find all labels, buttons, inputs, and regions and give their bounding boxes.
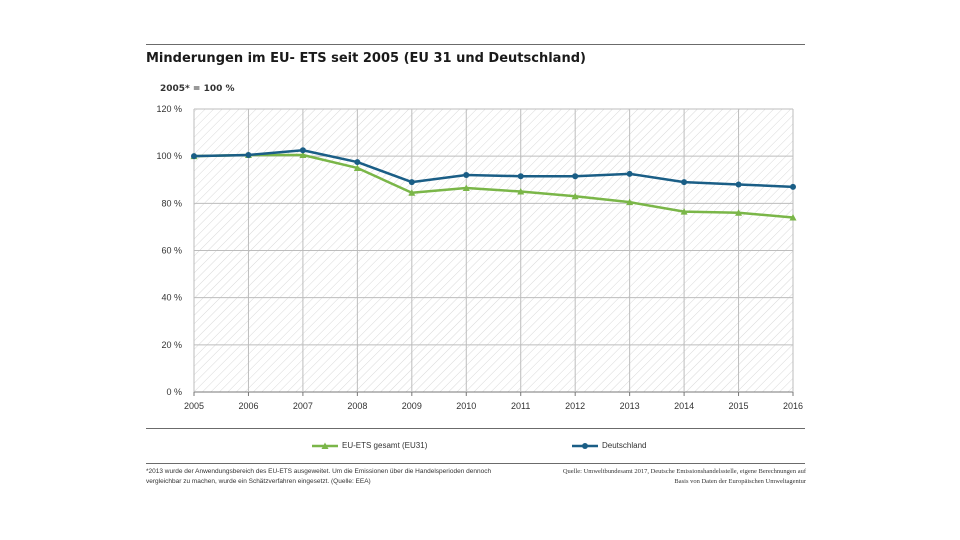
y-tick-label: 0 % xyxy=(166,387,182,397)
x-tick-label: 2008 xyxy=(347,401,367,411)
data-point-deutschland xyxy=(626,170,633,177)
legend-swatch-eu-ets xyxy=(312,442,338,449)
data-point-deutschland xyxy=(245,151,252,158)
y-tick-label: 100 % xyxy=(156,151,182,161)
data-point-deutschland xyxy=(408,179,415,186)
data-point-deutschland xyxy=(735,181,742,188)
footnote: *2013 wurde der Anwendungsbereich des EU… xyxy=(146,468,492,485)
x-tick-label: 2013 xyxy=(620,401,640,411)
unit-note: 2005* = 100 % xyxy=(160,84,235,94)
y-tick-label: 40 % xyxy=(161,293,182,303)
data-point-eu-ets xyxy=(299,151,307,158)
x-tick-label: 2011 xyxy=(511,401,530,411)
data-point-deutschland xyxy=(191,153,197,160)
x-tick-label: 2007 xyxy=(293,401,313,411)
x-tick-label: 2009 xyxy=(402,401,422,411)
y-tick-label: 20 % xyxy=(161,340,182,350)
top-rule xyxy=(146,44,805,45)
data-point-eu-ets xyxy=(571,192,579,200)
legend-item-eu-ets: EU-ETS gesamt (EU31) xyxy=(312,441,427,450)
data-point-deutschland xyxy=(681,179,688,186)
x-tick-label: 2015 xyxy=(729,401,749,411)
bottom-rule-upper xyxy=(146,428,805,429)
y-tick-label: 60 % xyxy=(161,246,182,256)
y-tick-label: 120 % xyxy=(156,104,182,114)
x-tick-label: 2014 xyxy=(674,401,694,411)
data-point-deutschland xyxy=(572,173,579,180)
x-tick-label: 2012 xyxy=(565,401,585,411)
data-point-eu-ets xyxy=(353,164,361,171)
data-point-deutschland xyxy=(790,183,796,190)
legend-label-eu-ets: EU-ETS gesamt (EU31) xyxy=(342,441,428,450)
chart-title: Minderungen im EU- ETS seit 2005 (EU 31 … xyxy=(146,51,586,66)
x-tick-label: 2016 xyxy=(783,401,803,411)
data-point-deutschland xyxy=(299,147,306,154)
data-point-eu-ets xyxy=(735,209,743,216)
bottom-rule-lower xyxy=(146,463,805,464)
data-point-deutschland xyxy=(517,173,524,180)
data-point-eu-ets xyxy=(462,184,470,192)
legend-swatch-deutschland xyxy=(572,442,598,449)
series-line-eu-ets xyxy=(193,153,794,219)
legend-label-deutschland: Deutschland xyxy=(602,441,647,450)
data-point-deutschland xyxy=(354,159,361,166)
series-line-deutschland xyxy=(193,149,794,189)
x-tick-label: 2010 xyxy=(456,401,476,411)
x-tick-label: 2006 xyxy=(238,401,258,411)
x-tick-label: 2005 xyxy=(184,401,204,411)
data-point-deutschland xyxy=(463,172,470,179)
data-point-eu-ets xyxy=(517,188,525,195)
data-point-eu-ets xyxy=(626,198,634,206)
y-tick-label: 80 % xyxy=(161,198,182,208)
data-point-eu-ets xyxy=(408,189,416,196)
source-note: Quelle: Umweltbundesamt 2017, Deutsche E… xyxy=(562,468,806,485)
legend-item-deutschland: Deutschland xyxy=(572,441,646,450)
data-point-eu-ets xyxy=(680,208,688,215)
data-point-eu-ets xyxy=(789,213,797,221)
